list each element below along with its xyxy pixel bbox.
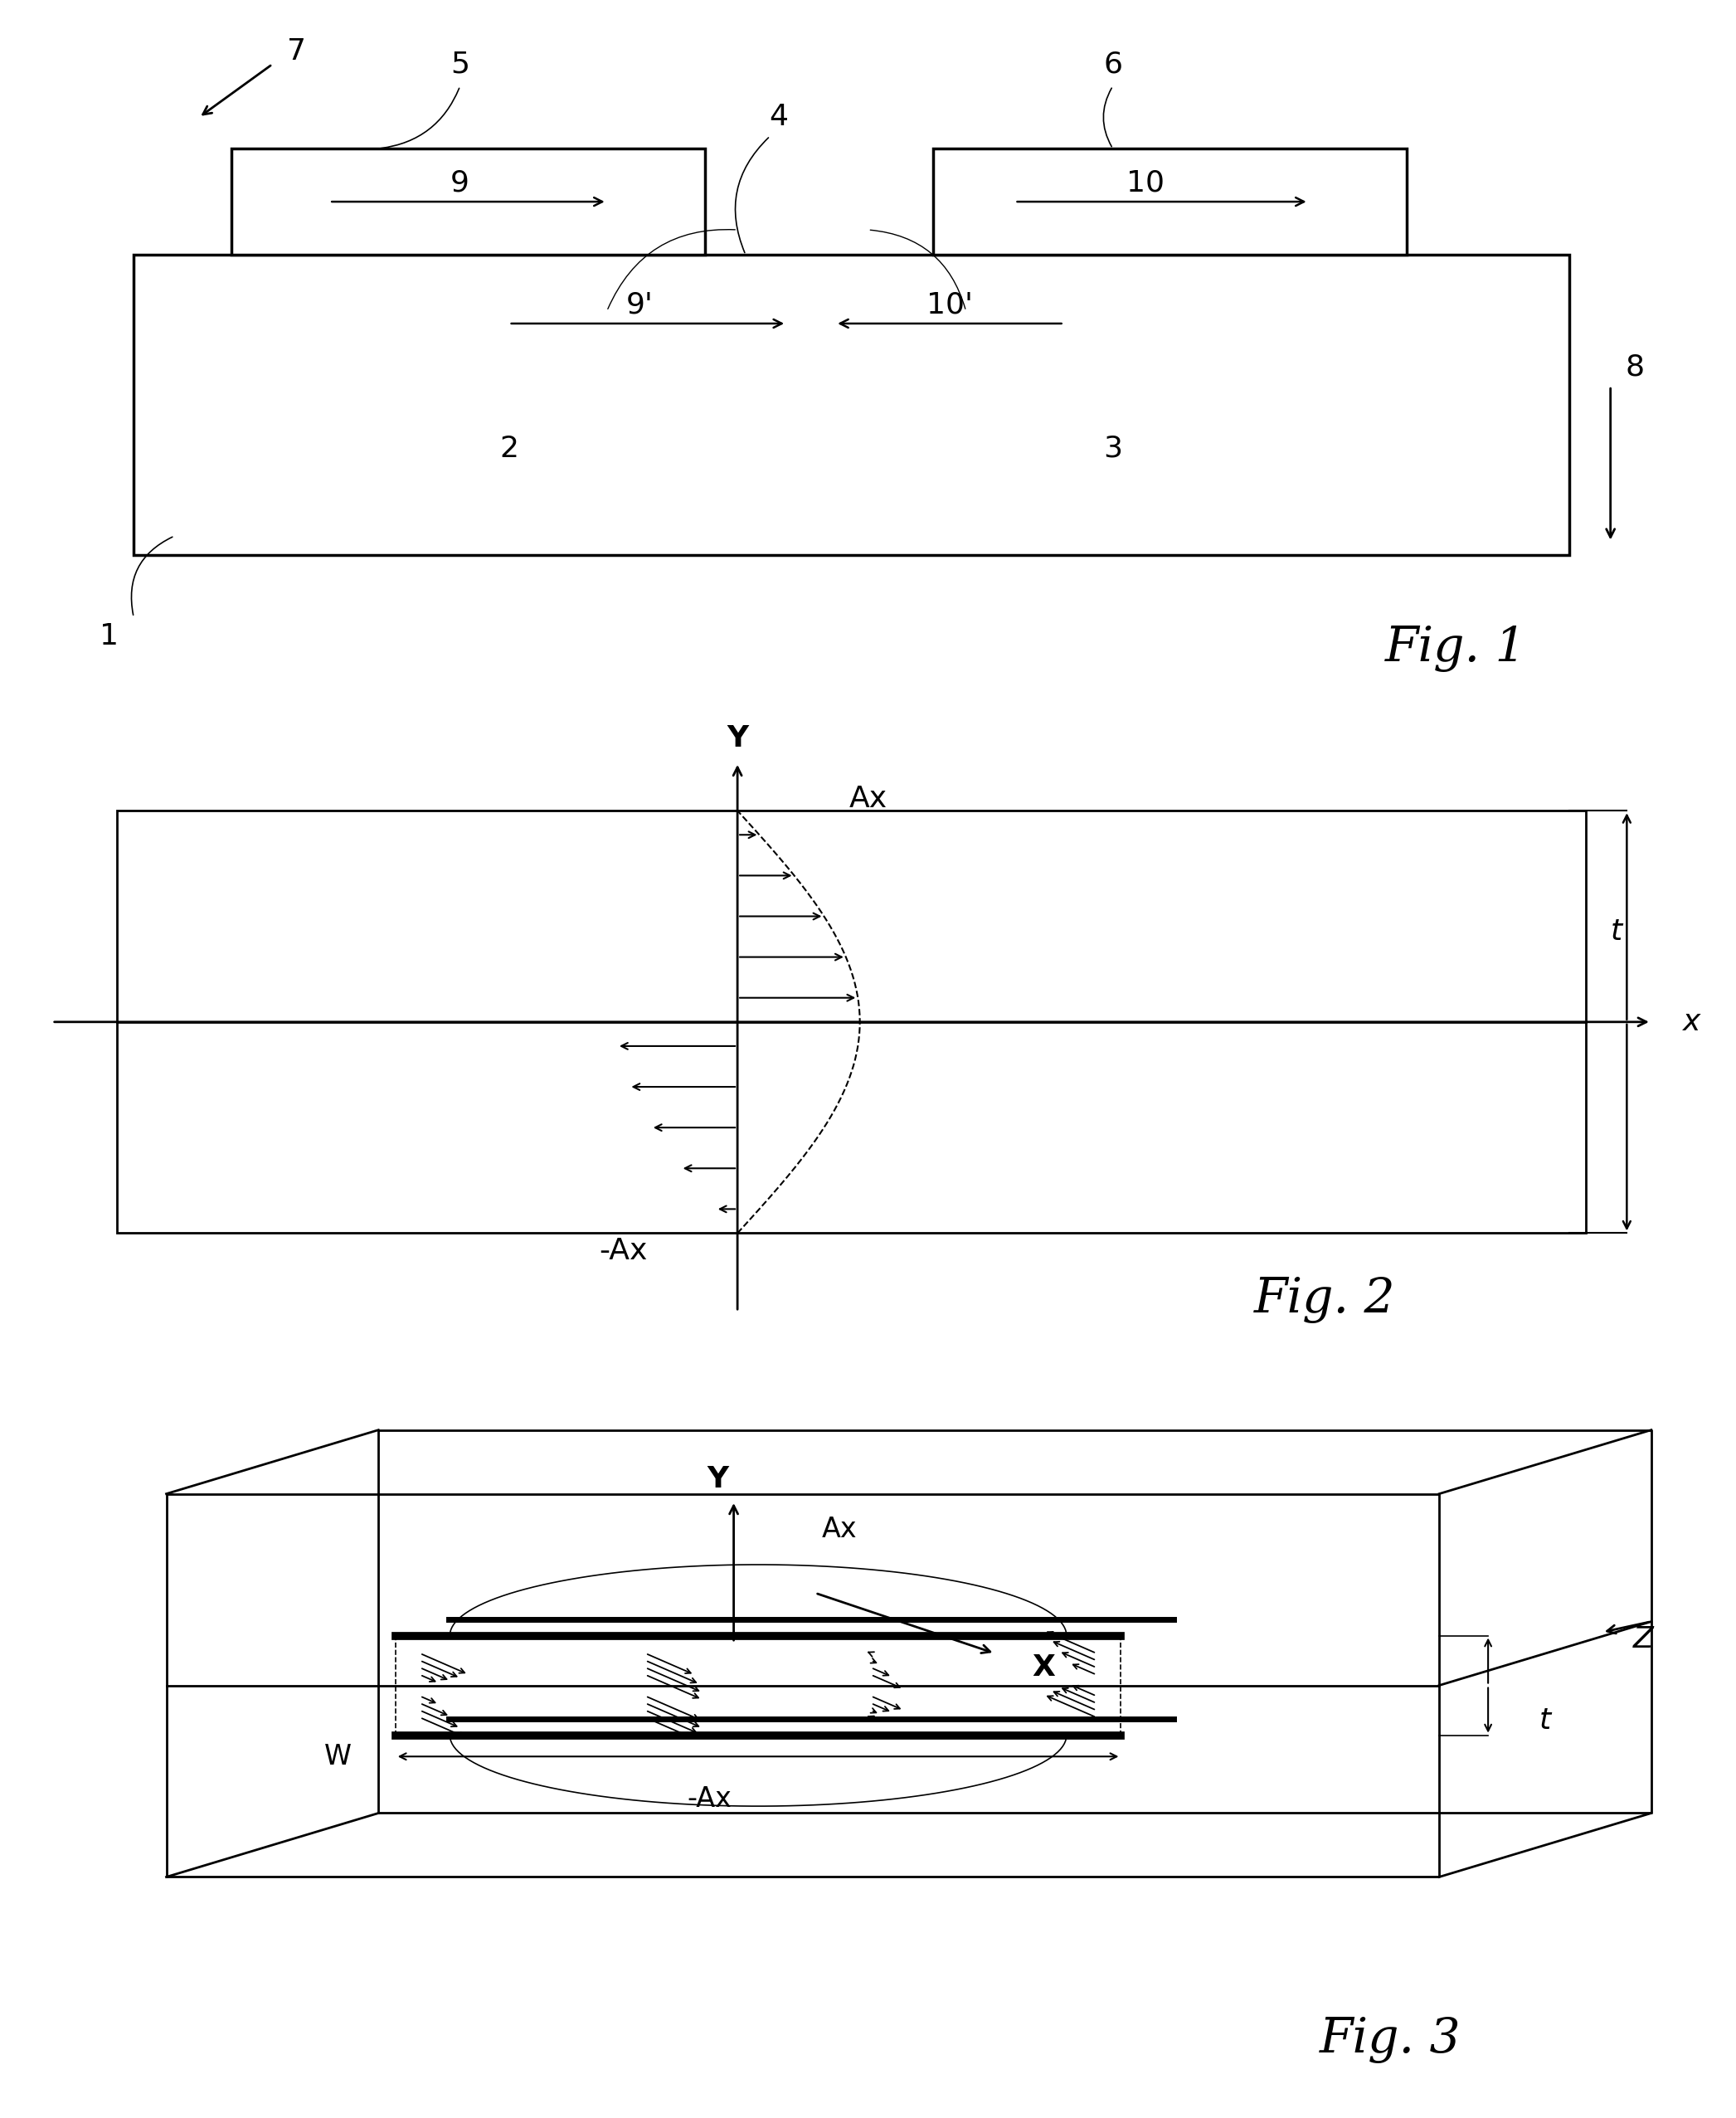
Text: -Ax: -Ax [687,1785,731,1813]
Bar [118,811,1587,1233]
Text: 3: 3 [1104,434,1121,462]
Text: x: x [1684,1008,1701,1036]
Text: 10: 10 [1127,169,1165,197]
Text: 1: 1 [99,623,118,650]
Bar [934,148,1406,254]
Text: Y: Y [727,724,748,752]
Text: t: t [1540,1707,1550,1735]
Bar [231,148,705,254]
Text: X: X [1033,1654,1055,1682]
Text: 8: 8 [1625,354,1644,381]
Text: 7: 7 [288,38,306,66]
Text: 5: 5 [451,51,469,78]
Text: Ax: Ax [823,1516,858,1542]
Text: Ax: Ax [849,784,887,813]
Text: 9': 9' [627,290,653,320]
Text: 9: 9 [451,169,469,197]
Text: Z: Z [1634,1625,1653,1654]
Text: 6: 6 [1104,51,1121,78]
Text: -Ax: -Ax [599,1237,648,1264]
Text: Fig. 2: Fig. 2 [1253,1277,1396,1324]
Text: 2: 2 [500,434,519,462]
Text: 4: 4 [769,104,788,131]
Text: 10': 10' [927,290,972,320]
Bar [134,254,1569,555]
Text: t: t [1611,917,1621,945]
Text: Y: Y [707,1466,727,1493]
Text: W: W [325,1743,352,1771]
Text: Fig. 1: Fig. 1 [1385,625,1526,671]
Text: Fig. 3: Fig. 3 [1319,2016,1462,2063]
